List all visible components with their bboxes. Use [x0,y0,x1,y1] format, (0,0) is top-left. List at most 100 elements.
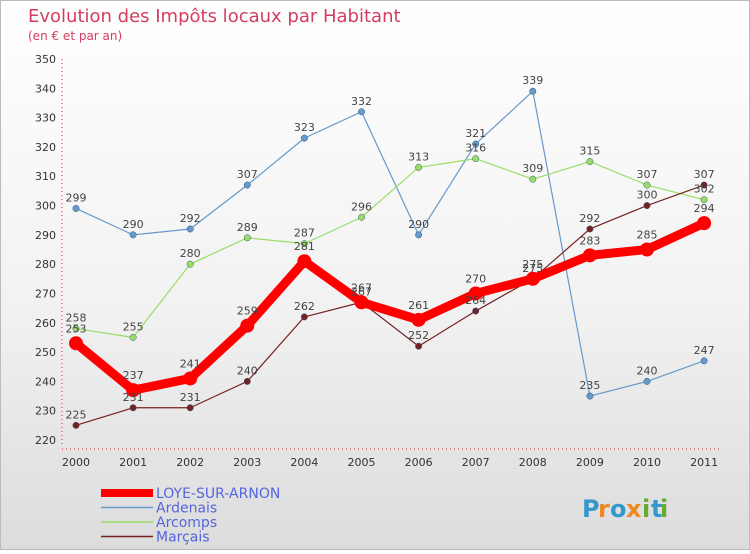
data-point [129,333,137,341]
data-point [72,205,80,212]
data-label: 287 [294,227,315,240]
logo-letter: o [610,495,627,523]
data-point [183,371,198,386]
data-label: 235 [579,379,600,392]
data-point [186,225,194,233]
data-point [415,163,423,171]
axes: 220 230 240 250 260 270 280 290 300 310 320 330 340 3… [35,53,720,469]
data-label: 264 [465,294,486,307]
y-tick-label: 300 [35,200,56,213]
data-point [697,216,712,231]
proxiti-logo: Pr o x i ti [582,495,668,523]
data-label: 289 [237,221,258,234]
y-tick-label: 270 [35,287,56,300]
data-label: 253 [66,322,87,335]
data-label: 323 [294,121,315,134]
legend-label: Marçais [156,530,210,546]
y-tick-label: 240 [35,375,56,388]
series-line-ardenais [75,90,705,397]
x-tick-label: 2008 [519,456,547,469]
legend-label: Ardenais [156,501,217,517]
data-label: 281 [294,240,315,253]
data-label: 332 [351,95,372,108]
y-tick-label: 350 [35,53,56,66]
data-label: 261 [408,299,429,312]
logo-letter: t [651,495,662,523]
data-label: 296 [351,200,372,213]
data-point [129,231,137,239]
data-point [525,271,540,286]
data-label: 307 [694,168,715,181]
data-point [586,158,594,166]
data-point [240,318,255,333]
data-point [643,377,651,385]
x-tick-label: 2006 [405,456,433,469]
x-tick-label: 2009 [576,456,604,469]
data-point [129,404,137,412]
data-point [586,392,594,400]
data-label: 292 [579,212,600,225]
data-point [354,295,369,310]
data-point [529,87,537,95]
data-point [472,140,480,148]
data-label: 252 [408,329,429,342]
data-label: 225 [66,408,87,421]
data-point [69,336,83,351]
data-label: 313 [408,150,429,163]
y-tick-label: 260 [35,317,56,330]
data-point [415,342,423,350]
data-point [472,307,480,315]
data-label: 240 [637,364,658,377]
logo-letter: i [660,495,668,523]
data-point [243,181,251,189]
data-label: 267 [351,285,372,298]
data-label: 267 [351,281,372,294]
y-tick-label: 290 [35,229,56,242]
data-point [126,383,141,398]
data-point [472,155,480,163]
series-line-marçais [75,184,705,426]
data-point [529,175,537,183]
y-tick-label: 330 [35,112,56,125]
data-point [586,225,594,233]
data-label: 315 [579,145,600,158]
data-point [300,313,308,321]
data-point [700,181,708,189]
chart-subtitle: (en € et par an) [28,29,122,43]
series-group [69,87,712,429]
data-label: 247 [694,344,715,357]
data-label: 302 [694,183,715,196]
data-label: 307 [637,168,658,181]
data-point [72,325,80,333]
x-tick-label: 2000 [62,456,90,469]
data-point [358,108,365,116]
x-tick-label: 2003 [233,456,261,469]
x-tick-label: 2004 [290,456,318,469]
series-line-loye-sur-arnon [73,219,706,395]
data-label: 270 [465,272,486,285]
data-point [700,357,708,365]
data-point [582,248,597,263]
data-point [243,377,251,385]
x-tick-label: 2010 [633,456,661,469]
data-label: 292 [180,212,201,225]
data-label: 283 [579,234,600,247]
data-label: 275 [522,262,543,275]
logo-letter: P [582,495,600,523]
data-label: 294 [694,202,715,215]
data-point [411,312,426,327]
data-point [640,242,654,257]
data-label: 262 [294,300,315,313]
x-tick-label: 2007 [462,456,490,469]
data-label: 255 [123,320,144,333]
legend-label: Arcomps [156,515,217,531]
data-point [358,213,365,221]
data-label: 231 [123,391,144,404]
x-tick-label: 2002 [176,456,204,469]
data-point [300,134,308,142]
data-point [243,234,251,242]
legend-label: LOYE-SUR-ARNON [156,486,280,502]
